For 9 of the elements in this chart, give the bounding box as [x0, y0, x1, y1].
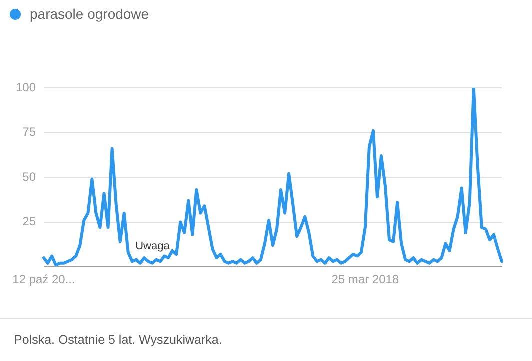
y-tick-label: 100	[16, 80, 36, 94]
y-tick-label: 75	[22, 125, 36, 140]
legend-label: parasole ogrodowe	[30, 6, 150, 22]
annotation: Uwaga	[136, 240, 171, 253]
x-tick-label: 25 mar 2018	[332, 272, 400, 287]
text: Polska. Ostatnie 5 lat. Wyszukiwarka.	[14, 333, 222, 347]
y-tick-label: 25	[22, 214, 36, 229]
x-tick-label: 12 paź 20...	[12, 272, 76, 287]
y-tick-label: 50	[22, 170, 36, 184]
